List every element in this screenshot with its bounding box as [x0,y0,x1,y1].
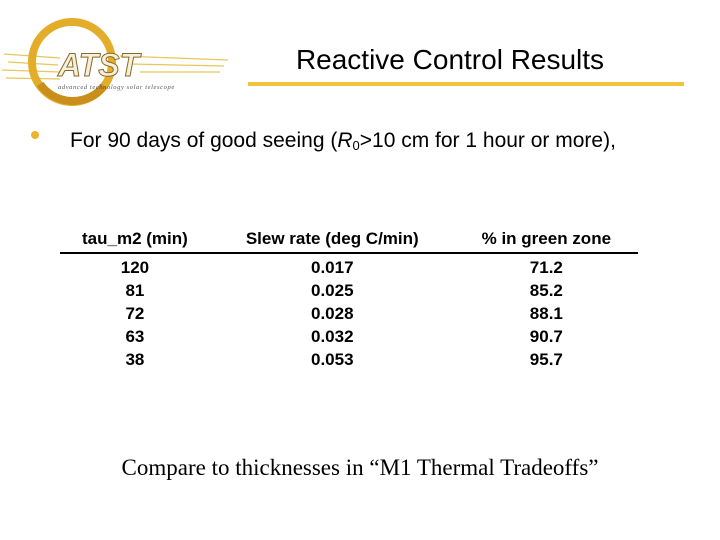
bullet-text: For 90 days of good seeing (R0>10 cm for… [70,126,670,160]
r-subscript: 0 [352,138,360,153]
cell-slew-rate: 0.028 [310,303,354,323]
cell-slew-rate: 0.053 [310,349,354,369]
bullet-text-after: >10 cm for 1 hour or more), [359,129,616,152]
col-header-slew-rate: Slew rate (deg C/min) [209,228,455,254]
cell-green-zone: 90.7 [529,326,563,346]
cell-tau: 81 [125,280,145,300]
logo-swoosh-lines [1,53,229,80]
title-underline [248,82,684,86]
cell-green-zone: 71.2 [529,257,563,277]
bullet-icon [31,131,39,139]
cell-slew-rate: 0.025 [310,280,354,300]
slide-title: Reactive Control Results [295,44,605,75]
logo-subtitle: advanced technology solar telescope [58,84,175,91]
table-row: 63 0.032 90.7 [60,325,638,348]
cell-green-zone: 88.1 [529,303,563,323]
comparison-caption: Compare to thicknesses in “M1 Thermal Tr… [121,455,599,480]
bullet-text-before: For 90 days of good seeing ( [70,129,338,152]
cell-slew-rate: 0.017 [310,257,354,277]
atst-logo: ATST advanced technology solar telescope [1,18,229,106]
cell-green-zone: 95.7 [529,349,563,369]
table-row: 38 0.053 95.7 [60,348,638,371]
logo-text: ATST [57,47,142,83]
r-variable: R [337,129,353,152]
cell-tau: 63 [125,326,145,346]
cell-green-zone: 85.2 [529,280,563,300]
logo-ring-shade [36,81,108,106]
results-table: tau_m2 (min) Slew rate (deg C/min) % in … [60,228,638,371]
table-row: 81 0.025 85.2 [60,279,638,302]
table-row: 72 0.028 88.1 [60,302,638,325]
cell-tau: 72 [125,303,145,323]
table-row: 120 0.017 71.2 [60,253,638,279]
table-header-row: tau_m2 (min) Slew rate (deg C/min) % in … [60,228,638,254]
cell-slew-rate: 0.032 [310,326,354,346]
cell-tau: 120 [120,257,150,277]
cell-tau: 38 [125,349,145,369]
col-header-tau: tau_m2 (min) [60,228,210,254]
col-header-green-zone: % in green zone [454,228,638,254]
